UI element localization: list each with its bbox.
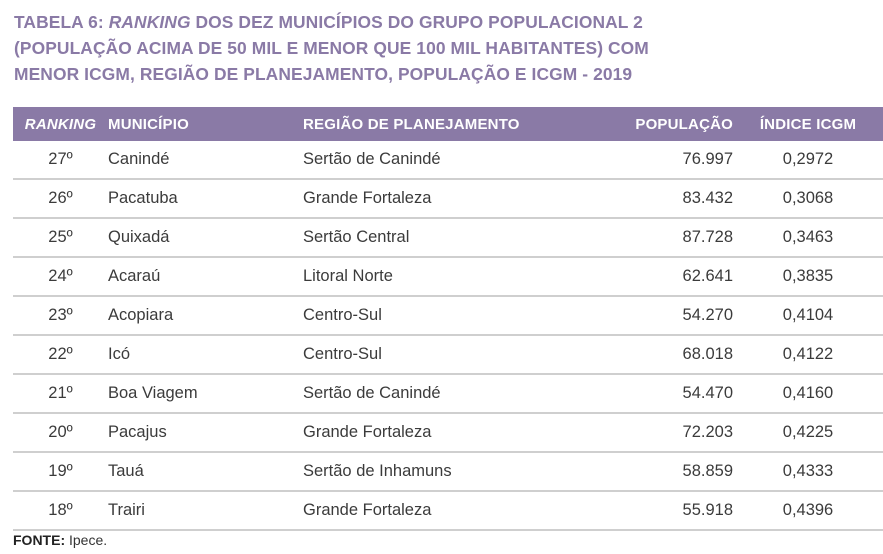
cell-regiao: Grande Fortaleza <box>303 179 608 219</box>
cell-icgm: 0,4225 <box>733 413 883 453</box>
ranking-table: RANKING MUNICÍPIO REGIÃO DE PLANEJAMENTO… <box>13 107 883 531</box>
cell-populacao: 62.641 <box>608 257 733 297</box>
cell-rank: 18º <box>13 491 108 531</box>
cell-populacao: 55.918 <box>608 491 733 531</box>
cell-rank: 24º <box>13 257 108 297</box>
table-row: 26º Pacatuba Grande Fortaleza 83.432 0,3… <box>13 179 883 219</box>
table-row: 19º Tauá Sertão de Inhamuns 58.859 0,433… <box>13 452 883 492</box>
cell-regiao: Litoral Norte <box>303 257 608 297</box>
cell-rank: 25º <box>13 218 108 258</box>
cell-rank: 22º <box>13 335 108 375</box>
header-icgm: ÍNDICE ICGM <box>759 115 857 133</box>
source-note: FONTE: Ipece. <box>13 532 107 548</box>
table-row: 21º Boa Viagem Sertão de Canindé 54.470 … <box>13 374 883 414</box>
cell-municipio: Canindé <box>108 141 303 180</box>
header-populacao: POPULAÇÃO <box>635 115 733 133</box>
cell-regiao: Sertão de Inhamuns <box>303 452 608 492</box>
cell-rank: 23º <box>13 296 108 336</box>
table-header-row: RANKING MUNICÍPIO REGIÃO DE PLANEJAMENTO… <box>13 107 883 141</box>
cell-icgm: 0,4333 <box>733 452 883 492</box>
table-row: 23º Acopiara Centro-Sul 54.270 0,4104 <box>13 296 883 336</box>
cell-municipio: Acaraú <box>108 257 303 297</box>
cell-municipio: Trairi <box>108 491 303 531</box>
cell-regiao: Sertão de Canindé <box>303 374 608 414</box>
cell-populacao: 83.432 <box>608 179 733 219</box>
title-line2: (POPULAÇÃO ACIMA DE 50 MIL E MENOR QUE 1… <box>14 38 649 58</box>
cell-icgm: 0,3463 <box>733 218 883 258</box>
cell-municipio: Acopiara <box>108 296 303 336</box>
table-row: 24º Acaraú Litoral Norte 62.641 0,3835 <box>13 257 883 297</box>
cell-municipio: Pacajus <box>108 413 303 453</box>
cell-icgm: 0,3068 <box>733 179 883 219</box>
header-municipio: MUNICÍPIO <box>108 115 189 133</box>
title-prefix: TABELA 6: <box>14 12 109 32</box>
title-italic: RANKING <box>108 12 191 32</box>
cell-municipio: Icó <box>108 335 303 375</box>
cell-icgm: 0,4122 <box>733 335 883 375</box>
cell-populacao: 76.997 <box>608 141 733 180</box>
cell-icgm: 0,4160 <box>733 374 883 414</box>
cell-icgm: 0,3835 <box>733 257 883 297</box>
cell-populacao: 68.018 <box>608 335 733 375</box>
cell-populacao: 58.859 <box>608 452 733 492</box>
cell-rank: 20º <box>13 413 108 453</box>
cell-populacao: 72.203 <box>608 413 733 453</box>
cell-icgm: 0,4104 <box>733 296 883 336</box>
cell-rank: 21º <box>13 374 108 414</box>
table-row: 20º Pacajus Grande Fortaleza 72.203 0,42… <box>13 413 883 453</box>
cell-regiao: Sertão de Canindé <box>303 141 608 180</box>
table-row: 22º Icó Centro-Sul 68.018 0,4122 <box>13 335 883 375</box>
cell-populacao: 54.470 <box>608 374 733 414</box>
title-line1: DOS DEZ MUNICÍPIOS DO GRUPO POPULACIONAL… <box>190 12 643 32</box>
cell-regiao: Sertão Central <box>303 218 608 258</box>
cell-municipio: Boa Viagem <box>108 374 303 414</box>
cell-populacao: 87.728 <box>608 218 733 258</box>
cell-regiao: Grande Fortaleza <box>303 413 608 453</box>
cell-populacao: 54.270 <box>608 296 733 336</box>
cell-icgm: 0,4396 <box>733 491 883 531</box>
cell-rank: 26º <box>13 179 108 219</box>
cell-regiao: Centro-Sul <box>303 296 608 336</box>
source-value: Ipece. <box>65 532 108 548</box>
cell-regiao: Grande Fortaleza <box>303 491 608 531</box>
cell-municipio: Pacatuba <box>108 179 303 219</box>
cell-regiao: Centro-Sul <box>303 335 608 375</box>
table-row: 18º Trairi Grande Fortaleza 55.918 0,439… <box>13 491 883 531</box>
header-ranking: RANKING <box>24 115 97 133</box>
table-title: TABELA 6: RANKING DOS DEZ MUNICÍPIOS DO … <box>14 9 874 87</box>
table-row: 27º Canindé Sertão de Canindé 76.997 0,2… <box>13 141 883 180</box>
source-label: FONTE: <box>13 532 66 548</box>
title-line3: MENOR ICGM, REGIÃO DE PLANEJAMENTO, POPU… <box>14 64 633 84</box>
cell-icgm: 0,2972 <box>733 141 883 180</box>
cell-rank: 27º <box>13 141 108 180</box>
cell-rank: 19º <box>13 452 108 492</box>
table-row: 25º Quixadá Sertão Central 87.728 0,3463 <box>13 218 883 258</box>
cell-municipio: Quixadá <box>108 218 303 258</box>
header-regiao: REGIÃO DE PLANEJAMENTO <box>303 115 520 133</box>
cell-municipio: Tauá <box>108 452 303 492</box>
